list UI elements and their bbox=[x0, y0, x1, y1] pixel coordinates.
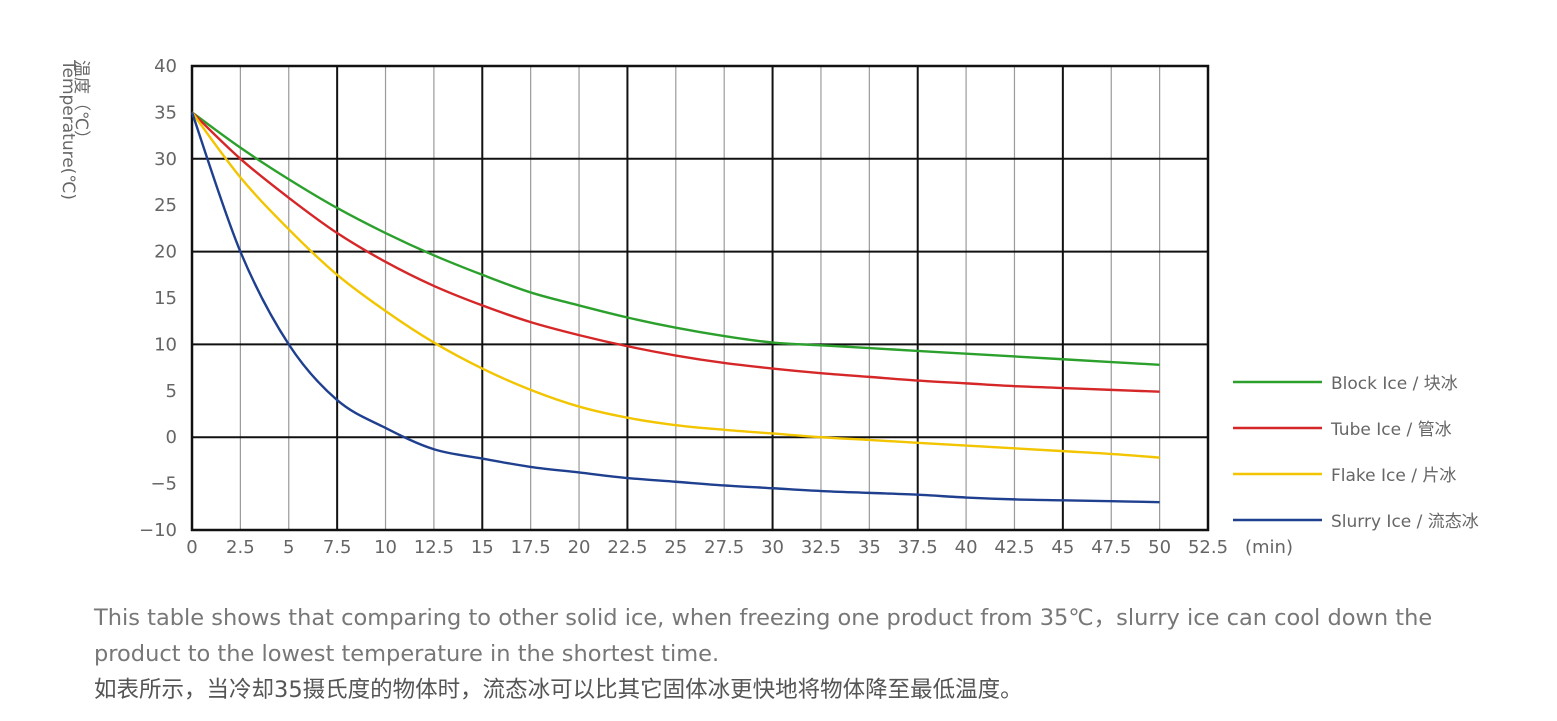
series-lines bbox=[190, 111, 1160, 504]
x-tick-label: 45 bbox=[1051, 537, 1074, 558]
y-tick-label: 30 bbox=[154, 149, 177, 170]
chart-grid bbox=[190, 64, 1210, 532]
legend-label: Flake Ice / 片冰 bbox=[1331, 466, 1456, 486]
caption-chinese: 如表所示，当冷却35摄氏度的物体时，流态冰可以比其它固体冰更快地将物体降至最低温… bbox=[94, 677, 1023, 703]
x-tick-label: 35 bbox=[858, 537, 881, 558]
chart-caption: This table shows that comparing to other… bbox=[94, 600, 1514, 708]
y-axis-label: 温度（℃） Temperature(℃) bbox=[58, 60, 120, 230]
y-tick-label: 20 bbox=[154, 242, 177, 263]
x-tick-label: 27.5 bbox=[704, 537, 744, 558]
y-tick-label: −5 bbox=[150, 474, 177, 495]
legend-label: Tube Ice / 管冰 bbox=[1330, 420, 1452, 440]
series-line-1 bbox=[191, 111, 1160, 367]
y-tick-label: −10 bbox=[139, 520, 177, 541]
x-tick-label: 5 bbox=[283, 537, 294, 558]
x-tick-label: 30 bbox=[761, 537, 784, 558]
y-axis-label-en: Temperature(℃) bbox=[58, 60, 78, 201]
y-tick-label: 25 bbox=[154, 195, 177, 216]
legend-label: Block Ice / 块冰 bbox=[1331, 374, 1458, 394]
series-line-2 bbox=[191, 111, 1160, 393]
x-tick-label: 22.5 bbox=[607, 537, 647, 558]
x-tick-label: 32.5 bbox=[801, 537, 841, 558]
y-tick-label: 15 bbox=[154, 288, 177, 309]
x-tick-label: 12.5 bbox=[414, 537, 454, 558]
x-tick-label: 40 bbox=[955, 537, 978, 558]
series-line-3 bbox=[191, 111, 1160, 459]
x-tick-label: 15 bbox=[471, 537, 494, 558]
legend: Block Ice / 块冰 Tube Ice / 管冰 Flake Ice / 片… bbox=[1233, 374, 1479, 532]
x-tick-label: 52.5 bbox=[1188, 537, 1228, 558]
caption-english: This table shows that comparing to other… bbox=[94, 605, 1433, 667]
x-tick-label: 10 bbox=[374, 537, 397, 558]
x-tick-label: 20 bbox=[568, 537, 591, 558]
x-tick-label: 47.5 bbox=[1091, 537, 1131, 558]
x-tick-label: 42.5 bbox=[994, 537, 1034, 558]
x-tick-label: 37.5 bbox=[898, 537, 938, 558]
y-tick-label: 40 bbox=[154, 56, 177, 77]
y-tick-label: 10 bbox=[154, 334, 177, 355]
x-tick-label: 2.5 bbox=[226, 537, 255, 558]
x-tick-label: 25 bbox=[664, 537, 687, 558]
y-tick-label: 35 bbox=[154, 102, 177, 123]
x-tick-label: 17.5 bbox=[511, 537, 551, 558]
x-tick-label: 0 bbox=[186, 537, 197, 558]
plot-frame bbox=[190, 64, 1210, 532]
legend-label: Slurry Ice / 流态冰 bbox=[1331, 512, 1479, 532]
x-tick-label: 7.5 bbox=[323, 537, 352, 558]
x-tick-label: 50 bbox=[1148, 537, 1171, 558]
axis-ticks: 0 2.5 5 7.5 10 12.5 15 17.5 20 22.5 25 27.5 30 32.5 35… bbox=[139, 56, 1228, 558]
temperature-chart: 0 2.5 5 7.5 10 12.5 15 17.5 20 22.5 25 27.5 30 32.5 35… bbox=[139, 56, 1479, 558]
series-line-4 bbox=[190, 112, 1160, 504]
y-tick-label: 5 bbox=[166, 381, 177, 402]
x-axis-unit: (min) bbox=[1245, 537, 1293, 558]
y-tick-label: 0 bbox=[166, 427, 177, 448]
